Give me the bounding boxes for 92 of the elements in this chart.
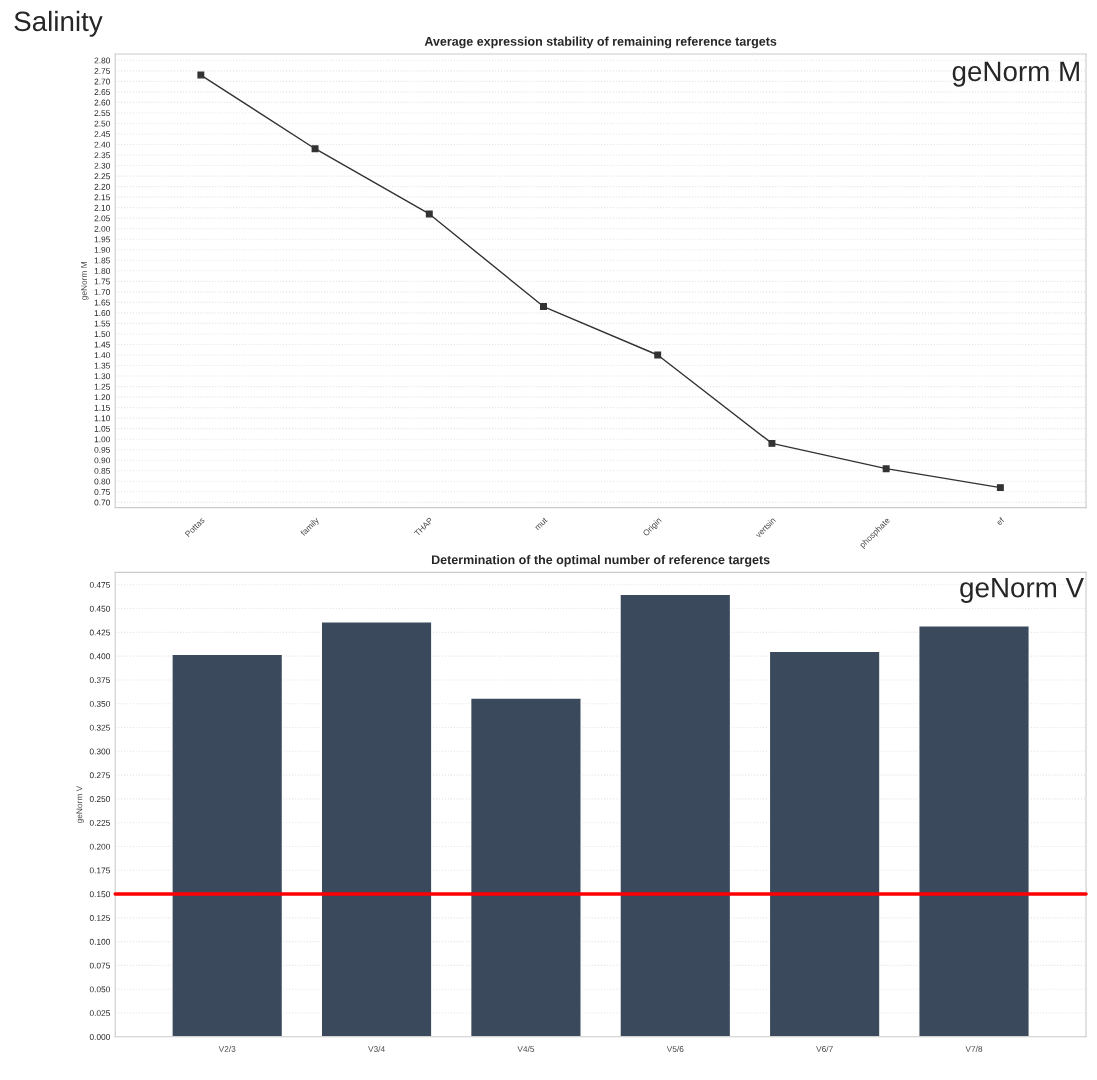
- x-tick-label: ef: [995, 516, 1005, 526]
- y-tick-label: 0.125: [89, 915, 110, 921]
- x-tick-label: V3/4: [368, 1045, 385, 1052]
- y-tick-label: 0.90: [94, 457, 110, 464]
- y-tick-label: 0.70: [94, 499, 110, 506]
- point: [768, 439, 776, 447]
- annotation: geNorm V: [960, 578, 1084, 603]
- point: [311, 145, 319, 153]
- y-tick-label: 2.35: [94, 152, 110, 159]
- x-tick-label: V6/7: [816, 1045, 833, 1052]
- y-tick-label: 1.75: [94, 278, 110, 285]
- y-tick-label: 2.75: [94, 68, 110, 74]
- y-tick-label: 2.45: [94, 131, 110, 138]
- x-tick-label: V2/3: [218, 1045, 236, 1052]
- point: [654, 351, 662, 359]
- x-tick-label: mut: [534, 517, 548, 531]
- point: [540, 303, 547, 311]
- y-tick-label: 1.25: [94, 383, 110, 390]
- y-tick-label: 2.55: [94, 110, 110, 117]
- y-tick-label: 0.400: [89, 653, 110, 660]
- chart-title: Determination of the optimal number of reference targets: [431, 555, 770, 567]
- y-tick-label: 0.100: [89, 938, 110, 945]
- y-tick-label: 2.60: [94, 99, 110, 106]
- bar: [768, 650, 881, 1037]
- y-tick-label: 1.70: [94, 289, 110, 295]
- y-tick-label: 0.250: [89, 796, 110, 802]
- y-tick-label: 0.350: [89, 700, 110, 707]
- y-tick-label: 1.40: [94, 352, 110, 359]
- y-tick-label: 0.275: [89, 772, 110, 779]
- y-tick-label: 0.425: [89, 629, 110, 636]
- y-tick-label: 2.40: [94, 141, 110, 148]
- bar: [469, 697, 582, 1037]
- y-tick-label: 1.35: [94, 362, 110, 369]
- y-tick-label: 0.175: [89, 867, 110, 874]
- y-tick-label: 0.025: [89, 1010, 110, 1017]
- y-tick-label: 2.25: [94, 173, 110, 180]
- y-tick-label: 1.65: [94, 299, 110, 306]
- y-tick-label: 0.075: [89, 962, 110, 969]
- x-tick-label: V5/6: [666, 1045, 684, 1052]
- y-tick-label: 0.050: [89, 986, 110, 993]
- y-tick-label: 2.70: [94, 78, 110, 85]
- y-tick-label: 2.50: [94, 120, 110, 127]
- text: Salinity: [14, 10, 103, 37]
- y-tick-label: 2.80: [94, 57, 110, 64]
- y-axis-title: geNorm M: [81, 262, 89, 300]
- y-tick-label: 1.20: [94, 394, 110, 401]
- y-tick-label: 1.80: [94, 268, 110, 274]
- y-tick-label: 1.90: [94, 246, 110, 253]
- y-axis-title: geNorm V: [76, 785, 84, 823]
- y-tick-label: 1.45: [94, 341, 110, 348]
- point: [882, 465, 890, 473]
- y-tick-label: 2.05: [94, 215, 110, 222]
- y-tick-label: 0.475: [89, 581, 110, 588]
- bar: [918, 624, 1030, 1037]
- bar: [320, 621, 433, 1037]
- y-tick-label: 1.60: [94, 310, 110, 316]
- y-tick-label: 1.55: [94, 320, 110, 327]
- y-tick-label: 1.85: [94, 257, 110, 264]
- y-tick-label: 1.50: [94, 331, 110, 338]
- y-tick-label: 0.325: [89, 724, 110, 731]
- y-tick-label: 2.15: [94, 194, 110, 201]
- y-tick-label: 0.000: [89, 1034, 110, 1040]
- y-tick-label: 0.95: [94, 446, 110, 453]
- y-tick-label: 1.95: [94, 236, 110, 243]
- y-tick-label: 2.10: [94, 204, 110, 211]
- y-tick-label: 0.375: [89, 677, 110, 684]
- y-tick-label: 1.10: [94, 415, 110, 422]
- point: [197, 71, 205, 79]
- y-tick-label: 2.65: [94, 89, 110, 95]
- chart-title: Average expression stability of remaining reference targets: [424, 36, 777, 49]
- y-tick-label: 0.300: [89, 748, 110, 755]
- y-tick-label: 0.75: [94, 489, 110, 495]
- annotation: geNorm M: [952, 61, 1079, 87]
- y-tick-label: 0.80: [94, 478, 110, 485]
- bar: [171, 653, 284, 1037]
- y-tick-label: 1.05: [94, 425, 110, 432]
- y-tick-label: 0.200: [89, 843, 110, 850]
- bar: [619, 593, 732, 1037]
- y-tick-label: 2.20: [94, 183, 110, 190]
- y-tick-label: 1.30: [94, 373, 110, 380]
- y-tick-label: 1.15: [94, 404, 110, 411]
- y-tick-label: 1.00: [94, 436, 110, 443]
- y-tick-label: 0.225: [89, 819, 110, 826]
- y-tick-label: 0.450: [89, 605, 110, 612]
- y-tick-label: 0.150: [89, 891, 110, 898]
- point: [425, 210, 433, 218]
- x-tick-label: V4/5: [517, 1045, 535, 1052]
- y-tick-label: 2.00: [94, 225, 110, 232]
- y-tick-label: 2.30: [94, 162, 110, 169]
- x-tick-label: V7/8: [965, 1045, 983, 1052]
- y-tick-label: 0.85: [94, 467, 110, 474]
- point: [996, 484, 1004, 492]
